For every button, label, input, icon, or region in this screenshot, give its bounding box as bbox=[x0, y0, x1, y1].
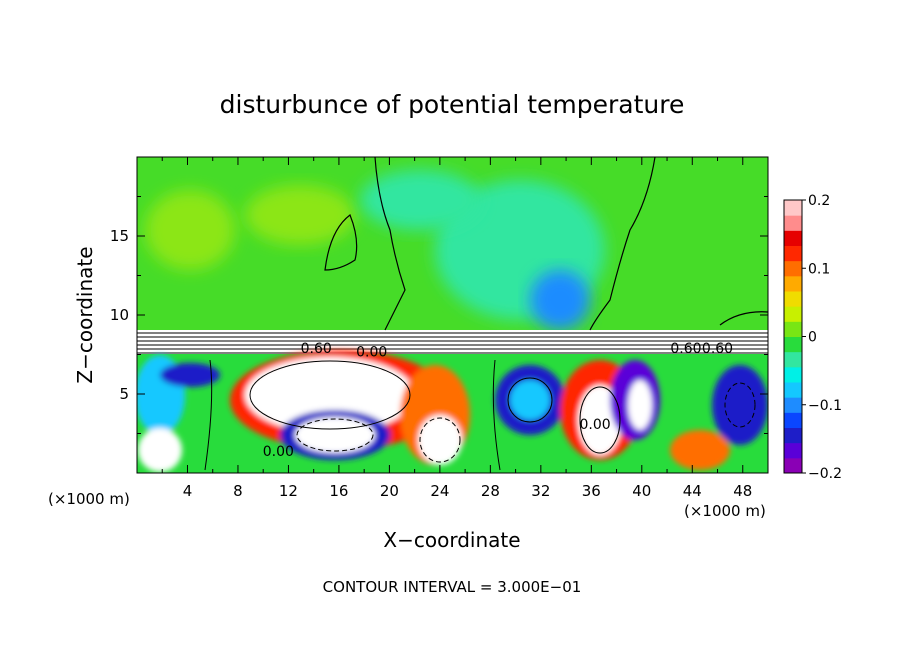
chart-title: disturbunce of potential temperature bbox=[220, 90, 685, 119]
cold-cell-core bbox=[628, 380, 652, 430]
upper-field-warm-patch bbox=[145, 190, 235, 270]
colorbar-swatch bbox=[784, 275, 802, 292]
colorbar-swatch bbox=[784, 351, 802, 368]
x-tick-label: 24 bbox=[430, 482, 449, 500]
upper-field-cool-patch bbox=[530, 270, 590, 330]
y-tick-label: 10 bbox=[110, 306, 129, 324]
colorbar-swatch bbox=[784, 366, 802, 383]
colorbar-swatch bbox=[784, 215, 802, 231]
colorbar-swatch bbox=[784, 306, 802, 322]
colorbar-swatch bbox=[784, 321, 802, 337]
colorbar-swatch bbox=[784, 230, 802, 246]
y-axis-label: Z−coordinate bbox=[73, 246, 97, 383]
x-axis: 4 8 12 16 20 24 28 32 36 40 44 48 bbox=[161, 157, 752, 500]
colorbar-swatch bbox=[784, 200, 802, 216]
colorbar: 0.2 0.1 0 −0.1 −0.2 bbox=[783, 193, 842, 482]
cold-cell bbox=[712, 365, 768, 445]
x-tick-label: 36 bbox=[582, 482, 601, 500]
colorbar-swatch bbox=[784, 336, 802, 353]
colorbar-tick-label: 0.2 bbox=[808, 193, 830, 209]
contour-interval-note: CONTOUR INTERVAL = 3.000E−01 bbox=[323, 578, 582, 596]
colorbar-tick-label: 0.1 bbox=[808, 261, 830, 277]
contour-value-label: 0.60 bbox=[702, 341, 733, 357]
warm-cell-core bbox=[418, 415, 462, 465]
y-tick-label: 5 bbox=[119, 385, 129, 403]
colorbar-tick-label: −0.2 bbox=[808, 466, 842, 482]
tropopause-band bbox=[137, 330, 768, 354]
contour-value-label: 0.60 bbox=[670, 341, 701, 357]
contour-value-label: 0.60 bbox=[301, 341, 332, 357]
y-tick-label: 15 bbox=[110, 227, 129, 245]
x-tick-label: 16 bbox=[329, 482, 348, 500]
warm-cell-core bbox=[245, 357, 415, 433]
x-tick-label: 40 bbox=[632, 482, 651, 500]
y-axis: 5 10 15 bbox=[110, 196, 768, 434]
cold-cell-inner bbox=[510, 380, 550, 420]
upper-field-cool-patch bbox=[360, 170, 480, 230]
contour-value-label: 0.00 bbox=[263, 444, 294, 460]
x-tick-label: 44 bbox=[683, 482, 702, 500]
contour-labels: 0.60 0.000.000.000.60 0.60 bbox=[263, 341, 733, 460]
cold-cell bbox=[160, 363, 220, 387]
x-tick-label: 28 bbox=[481, 482, 500, 500]
upper-contour-lines bbox=[324, 157, 768, 331]
x-tick-label: 32 bbox=[531, 482, 550, 500]
contour-value-label: 0.00 bbox=[356, 344, 387, 360]
x-unit-label: (×1000 m) bbox=[48, 490, 130, 508]
tropopause-contour-lines bbox=[137, 332, 768, 354]
x-tick-label: 8 bbox=[233, 482, 243, 500]
colorbar-swatch bbox=[784, 382, 802, 398]
x-tick-label: 4 bbox=[183, 482, 193, 500]
upper-field-warm-patch bbox=[245, 185, 355, 245]
x-tick-label: 12 bbox=[279, 482, 298, 500]
z-unit-label: (×1000 m) bbox=[684, 502, 766, 520]
colorbar-swatch bbox=[784, 260, 802, 277]
plot-area bbox=[137, 157, 768, 473]
colorbar-swatch bbox=[784, 457, 802, 474]
colorbar-swatch bbox=[784, 442, 802, 459]
x-tick-label: 20 bbox=[380, 482, 399, 500]
colorbar-swatch bbox=[784, 397, 802, 413]
colorbar-tick-label: 0 bbox=[808, 330, 817, 346]
cold-cell-core bbox=[295, 417, 375, 453]
colorbar-swatch bbox=[784, 291, 802, 307]
x-tick-label: 48 bbox=[733, 482, 752, 500]
x-axis-label: X−coordinate bbox=[383, 528, 520, 552]
colorbar-swatch bbox=[784, 245, 802, 262]
cold-cell bbox=[138, 428, 182, 472]
warm-cell bbox=[670, 430, 730, 470]
lower-contour-lines bbox=[204, 359, 756, 471]
contour-value-label: 0.00 bbox=[580, 417, 611, 433]
colorbar-swatch bbox=[784, 427, 802, 444]
colorbar-swatch bbox=[784, 412, 802, 428]
colorbar-tick-label: −0.1 bbox=[808, 398, 842, 414]
